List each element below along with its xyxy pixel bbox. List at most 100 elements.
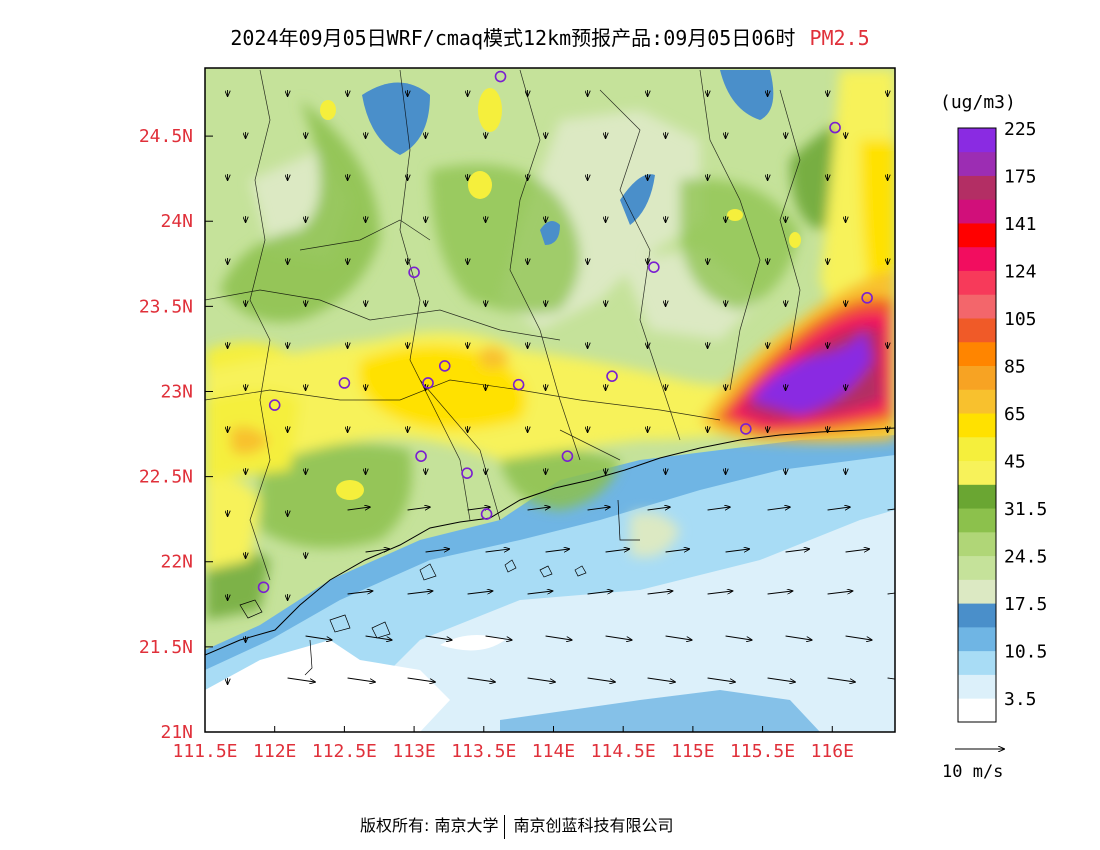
colorbar-label: 65	[1004, 404, 1026, 425]
wind-arrow	[365, 635, 392, 640]
wind-arrow	[767, 591, 793, 595]
lon-tick-label: 113E	[392, 741, 435, 762]
wind-arrow	[587, 507, 610, 511]
colorbar-label: 10.5	[1004, 642, 1047, 663]
colorbar-swatch	[958, 223, 996, 248]
lat-tick-label: 21.5N	[139, 637, 193, 658]
wind-arrow	[887, 592, 895, 595]
colorbar-swatch	[958, 365, 996, 390]
lat-tick-label: 24.5N	[139, 126, 193, 147]
station-marker	[257, 581, 270, 594]
wind-arrow	[587, 677, 615, 682]
wind-arrow	[827, 507, 850, 511]
colorbar-swatch	[958, 341, 996, 366]
colorbar-label: 124	[1004, 262, 1037, 283]
colorbar-swatch	[958, 294, 996, 319]
wind-arrow	[287, 677, 315, 682]
colorbar-label: 24.5	[1004, 547, 1047, 568]
station-marker	[338, 377, 351, 389]
colorbar-label: 175	[1004, 167, 1037, 188]
latitude-axis: 21N 21.5N 22N 22.5N 23N 23.5N 24N 24.5N	[139, 126, 213, 743]
station-marker	[415, 450, 427, 462]
map-title: 2024年09月05日WRF/cmaq模式12km预报产品:09月05日06时 P…	[0, 22, 1100, 51]
colorbar-swatch	[958, 650, 996, 675]
copyright-footer: 版权所有: 南京大学 南京创蓝科技有限公司	[360, 812, 674, 839]
colorbar-label: 17.5	[1004, 594, 1047, 615]
lat-tick-label: 22N	[160, 552, 193, 573]
wind-arrow	[785, 635, 812, 640]
station-marker	[648, 261, 660, 274]
wind-arrow	[887, 677, 895, 680]
lon-tick-label: 115.5E	[730, 741, 795, 762]
station-marker	[829, 121, 841, 134]
wind-arrow	[827, 677, 855, 682]
title-pollutant: PM2.5	[809, 26, 870, 50]
lon-tick-label: 116E	[811, 741, 854, 762]
colorbar-frame	[957, 127, 997, 723]
wind-arrow	[647, 591, 673, 595]
lon-tick-label: 111.5E	[172, 741, 237, 762]
wind-arrow	[647, 677, 675, 682]
colorbar-swatch	[958, 436, 996, 462]
lon-tick-label: 114E	[532, 741, 575, 762]
wind-arrow	[527, 591, 553, 595]
lat-tick-label: 24N	[160, 211, 193, 232]
wind-arrow	[545, 635, 572, 640]
colorbar-label: 3.5	[1004, 689, 1037, 710]
wind-arrow	[605, 635, 632, 640]
wind-arrow	[467, 507, 490, 511]
colorbar-swatch	[958, 175, 996, 200]
wind-arrow	[845, 549, 870, 553]
concentration-field	[205, 68, 895, 732]
station-marker	[494, 70, 507, 83]
colorbar-swatch	[958, 508, 996, 533]
wind-arrow	[305, 635, 332, 640]
colorbar-swatch	[958, 128, 996, 153]
station-marker	[561, 450, 574, 462]
wind-arrow	[485, 549, 510, 553]
wind-arrow	[845, 635, 872, 640]
colorbar-swatch	[958, 698, 996, 723]
wind-arrow	[527, 677, 555, 682]
wind-arrow	[467, 677, 495, 682]
station-marker	[740, 423, 752, 435]
colorbar-label: 105	[1004, 309, 1037, 330]
lon-tick-label: 112.5E	[312, 741, 377, 762]
station-marker	[438, 360, 451, 372]
lon-tick-label: 115E	[671, 741, 714, 762]
colorbar-swatch	[958, 579, 996, 604]
wind-arrow	[365, 549, 390, 553]
wind-arrow	[425, 635, 452, 640]
wind-arrow	[887, 508, 895, 511]
lat-tick-label: 23N	[160, 381, 193, 402]
colorbar-swatch	[958, 413, 996, 438]
lat-tick-label: 21N	[160, 722, 193, 743]
wind-arrow	[347, 507, 370, 511]
wind-arrow	[587, 591, 613, 595]
plot-frame	[204, 67, 896, 733]
lon-tick-label: 114.5E	[591, 741, 656, 762]
wind-arrow	[425, 549, 450, 553]
longitude-axis: 111.5E 112E 112.5E 113E 113.5E 114E 114.5E 115E…	[172, 726, 854, 762]
lon-tick-label: 112E	[253, 741, 296, 762]
wind-arrow	[827, 591, 853, 595]
wind-arrow	[467, 591, 493, 595]
wind-arrow	[545, 549, 570, 553]
wind-arrow	[707, 507, 730, 511]
wind-scale-label: 10 m/s	[942, 762, 1004, 782]
footer-divider	[504, 814, 506, 839]
colorbar-swatch	[958, 389, 996, 414]
wind-arrow	[347, 591, 373, 595]
colorbar-swatch	[958, 674, 996, 699]
colorbar-swatch	[958, 246, 996, 271]
colorbar-swatch	[958, 531, 996, 557]
colorbar-swatch	[958, 151, 996, 176]
wind-arrow	[725, 635, 752, 640]
colorbar-label: 45	[1004, 452, 1026, 473]
monitoring-stations	[257, 70, 873, 594]
wind-arrow	[725, 549, 750, 553]
colorbar-label: 85	[1004, 357, 1026, 378]
lat-tick-label: 22.5N	[139, 467, 193, 488]
wind-arrow	[527, 507, 550, 511]
